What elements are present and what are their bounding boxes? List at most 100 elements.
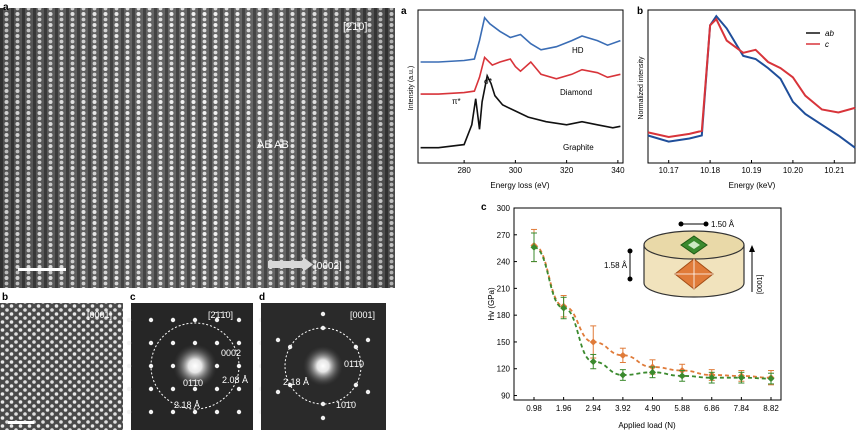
central-beam-d <box>303 346 343 386</box>
diffraction-spot <box>170 340 176 346</box>
xas-xtick-label: 10.19 <box>741 166 762 175</box>
hv-ytick-label: 120 <box>497 365 511 374</box>
eels-xtick-label: 300 <box>509 166 523 175</box>
diffraction-spot <box>320 401 326 407</box>
hv-ytick-label: 240 <box>497 258 511 267</box>
diffraction-spot <box>126 386 132 392</box>
chart-hardness: c 90 120 150 180 210 240 270 300 0.98 1.96 2.94 3.9… <box>481 202 782 430</box>
diffraction-spot <box>275 337 281 343</box>
eels-frame <box>417 9 624 164</box>
diffraction-spot <box>126 363 132 369</box>
eels-xtick-label: 320 <box>560 166 574 175</box>
hv-point-green <box>767 375 775 383</box>
diffraction-spot <box>192 386 198 392</box>
diffraction-d: d [0001] 01̄1̄0 10̄1̄0 2.18 Å <box>259 292 386 430</box>
diffraction-spot <box>214 409 220 415</box>
direction-label: [0002] <box>314 261 342 272</box>
hv-point-green <box>530 243 538 251</box>
diffraction-spot <box>214 317 220 323</box>
hv-point-green <box>708 374 716 382</box>
hv-fit-green <box>533 246 772 380</box>
inset-length-side: 1.58 Å <box>604 261 628 270</box>
diffraction-spot <box>148 340 154 346</box>
hrtem-b: b [0001] <box>0 292 123 430</box>
xas-line-c <box>647 17 856 139</box>
eels-xtick-label: 280 <box>457 166 471 175</box>
diffraction-spot <box>126 409 132 415</box>
chart-eels: a 280 300 320 340 Intensity (a.u.) Energy l… <box>401 6 625 190</box>
scale-bar-b <box>8 421 34 424</box>
hv-point-green <box>678 372 686 380</box>
hv-xtick-label: 3.92 <box>615 404 631 413</box>
diffraction-spot <box>214 340 220 346</box>
diffraction-spot <box>170 363 176 369</box>
spot-label-10-10: 10̄1̄0 <box>336 400 356 410</box>
zone-axis-label-main: [2̄̄1̄0] <box>343 21 367 33</box>
hv-xtick-label: 1.96 <box>556 404 572 413</box>
panel-label-a-left: a <box>3 2 9 13</box>
hv-point-green <box>737 374 745 382</box>
diffraction-spot <box>275 389 281 395</box>
diffraction-c: c [2̄1̄1̄0] 0002 01̄1̄0 2.08 Å 2.18 Å <box>126 292 264 430</box>
eels-ylabel: Intensity (a.u.) <box>408 66 415 110</box>
hv-point-green <box>589 358 597 366</box>
d-spacing-208: 2.08 Å <box>222 375 248 385</box>
hardness-frame <box>513 207 782 401</box>
zone-axis-label-d: [0001] <box>350 310 375 320</box>
eels-legend-hd: HD <box>572 46 584 55</box>
hv-xtick-label: 0.98 <box>526 404 542 413</box>
panel-label-a-right: a <box>401 6 407 17</box>
hardness-xlabel: Applied load (N) <box>618 421 676 430</box>
diffraction-spot <box>365 389 371 395</box>
diffraction-spot <box>192 340 198 346</box>
stacking-label: AB AB <box>257 139 289 151</box>
eels-legend-diamond: Diamond <box>560 88 592 97</box>
hv-ytick-label: 210 <box>497 284 511 293</box>
xas-line-ab <box>647 14 856 149</box>
hv-xtick-label: 5.88 <box>674 404 690 413</box>
hv-point-orange <box>619 351 627 359</box>
panel-label-b-left: b <box>2 292 8 303</box>
arrow-body <box>268 261 303 268</box>
eels-line-diamond <box>420 55 621 95</box>
arrow-head-icon <box>303 257 313 272</box>
hv-xtick-label: 7.84 <box>734 404 750 413</box>
hv-xtick-label: 8.82 <box>763 404 779 413</box>
xas-legend-c: c <box>825 40 829 49</box>
diffraction-spot <box>236 386 242 392</box>
inset-length-top: 1.50 Å <box>711 220 735 229</box>
xas-xtick-label: 10.20 <box>783 166 804 175</box>
diffraction-spot <box>148 386 154 392</box>
hrtem-main: a [2̄̄1̄0] AB AB [0002] <box>0 2 395 288</box>
hv-ytick-label: 150 <box>497 338 511 347</box>
central-beam-c <box>173 344 217 388</box>
hv-ytick-label: 90 <box>501 392 510 401</box>
panel-label-d-left: d <box>259 292 265 303</box>
hv-point-green <box>649 368 656 376</box>
xas-xtick-label: 10.18 <box>700 166 721 175</box>
hardness-ylabel: Hv (GPa) <box>487 287 496 321</box>
zone-axis-label-b: [0001] <box>87 310 112 320</box>
diffraction-spot <box>214 363 220 369</box>
d-spacing-218-c: 2.18 Å <box>174 400 200 410</box>
hv-point-orange <box>589 338 597 346</box>
hv-point-green <box>560 304 568 312</box>
spot-label-0002: 0002 <box>221 348 241 358</box>
diffraction-spot <box>320 415 326 421</box>
diffraction-spot <box>353 382 359 388</box>
eels-legend-graphite: Graphite <box>563 143 594 152</box>
hv-xtick-label: 6.86 <box>704 404 720 413</box>
diffraction-spot <box>236 317 242 323</box>
hv-ytick-label: 300 <box>497 204 511 213</box>
diffraction-spot <box>287 344 293 350</box>
diffraction-ring-c <box>150 322 240 410</box>
diffraction-spot <box>126 317 132 323</box>
inset-axis-label: [0001] <box>757 274 764 294</box>
panel-label-c-left: c <box>130 292 136 303</box>
diffraction-spot <box>236 409 242 415</box>
diffraction-spot <box>170 386 176 392</box>
diffraction-spot <box>170 409 176 415</box>
diffraction-spot <box>353 344 359 350</box>
eels-line-hd <box>420 15 621 63</box>
